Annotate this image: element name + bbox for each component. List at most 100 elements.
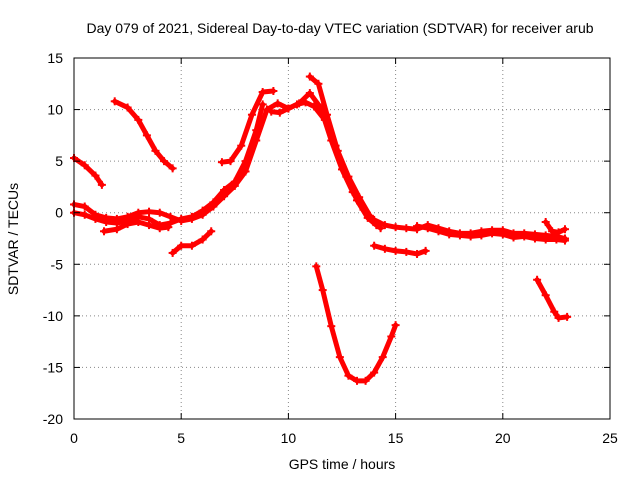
data-point <box>145 221 154 230</box>
data-point <box>155 208 164 217</box>
y-tick-label: 0 <box>55 205 63 221</box>
data-point <box>380 221 389 230</box>
data-point <box>258 100 267 109</box>
data-point <box>391 246 400 255</box>
data-point <box>310 102 319 111</box>
series-s12 <box>413 222 569 245</box>
data-point <box>91 214 100 223</box>
data-point <box>198 206 207 215</box>
y-tick-label: 15 <box>47 50 63 66</box>
data-point <box>466 232 475 241</box>
data-point <box>112 225 121 234</box>
data-point <box>177 214 186 223</box>
data-point <box>413 249 422 258</box>
x-tick-labels: 0 5 10 15 20 25 <box>70 430 618 446</box>
data-point <box>445 230 454 239</box>
y-tick-label: -20 <box>43 411 63 427</box>
data-point <box>370 241 379 250</box>
x-tick-label: 25 <box>602 430 618 446</box>
data-point <box>80 161 89 170</box>
data-point <box>80 202 89 211</box>
data-point <box>548 227 557 236</box>
data-point <box>267 107 276 116</box>
y-tick-labels: -20 -15 -10 -5 0 5 10 15 <box>43 50 63 427</box>
data-point <box>550 307 559 316</box>
data-point <box>102 217 111 226</box>
data-point <box>207 227 216 236</box>
data-point <box>533 275 542 284</box>
data-point <box>554 228 563 237</box>
data-point <box>226 157 235 166</box>
data-point <box>402 224 411 233</box>
data-point <box>110 97 119 106</box>
plot-frame <box>73 57 611 420</box>
x-tick-label: 15 <box>388 430 404 446</box>
data-point <box>166 219 175 228</box>
series-s10 <box>370 241 430 258</box>
data-point <box>380 244 389 253</box>
data-point <box>142 131 151 140</box>
data-point <box>477 231 486 240</box>
data-point <box>258 88 267 97</box>
x-tick-label: 0 <box>70 430 78 446</box>
data-point <box>312 262 321 271</box>
data-point <box>177 241 186 250</box>
y-tick-label: -15 <box>43 359 63 375</box>
data-point <box>318 286 327 295</box>
data-point <box>123 220 132 229</box>
data-point <box>230 177 239 186</box>
data-point <box>247 110 256 119</box>
data-point <box>541 235 550 244</box>
data-point <box>269 87 278 96</box>
data-point <box>353 376 362 385</box>
series-s1 <box>70 154 106 189</box>
data-point <box>123 103 132 112</box>
data-point <box>91 171 100 180</box>
y-tick-label: -5 <box>51 256 64 272</box>
series-s14 <box>541 217 569 237</box>
data-point <box>344 172 353 181</box>
data-point <box>217 158 226 167</box>
data-point <box>209 198 218 207</box>
series-trace <box>71 155 105 188</box>
data-point <box>198 235 207 244</box>
data-point <box>100 227 109 236</box>
data-point <box>563 312 572 321</box>
data-point <box>168 248 177 257</box>
data-point <box>509 233 518 242</box>
data-point <box>387 332 396 341</box>
data-point <box>365 211 374 220</box>
data-point <box>344 371 353 380</box>
x-axis-label: GPS time / hours <box>289 456 396 472</box>
data-point <box>220 186 229 195</box>
data-point <box>322 110 331 119</box>
data-point <box>421 246 430 255</box>
y-tick-label: -10 <box>43 308 63 324</box>
chart-title: Day 079 of 2021, Sidereal Day-to-day VTE… <box>86 20 593 36</box>
data-point <box>423 224 432 233</box>
data-point <box>151 146 160 155</box>
series-s13 <box>533 275 572 322</box>
x-tick-label: 5 <box>177 430 185 446</box>
data-point <box>262 105 271 114</box>
data-point <box>301 98 310 107</box>
data-point <box>498 230 507 239</box>
data-point <box>378 353 387 362</box>
data-point <box>335 353 344 362</box>
data-point <box>273 99 282 108</box>
series-s11 <box>312 262 400 385</box>
data-point <box>554 313 563 322</box>
data-point <box>284 104 293 113</box>
data-point <box>134 217 143 226</box>
data-point <box>97 180 106 189</box>
data-point <box>80 210 89 219</box>
data-point <box>314 79 323 88</box>
data-point <box>305 89 314 98</box>
data-point <box>145 207 154 216</box>
data-point <box>305 72 314 81</box>
x-tick-label: 10 <box>281 430 297 446</box>
data-point <box>252 126 261 135</box>
data-point <box>164 223 173 232</box>
data-point <box>434 227 443 236</box>
data-point <box>541 291 550 300</box>
